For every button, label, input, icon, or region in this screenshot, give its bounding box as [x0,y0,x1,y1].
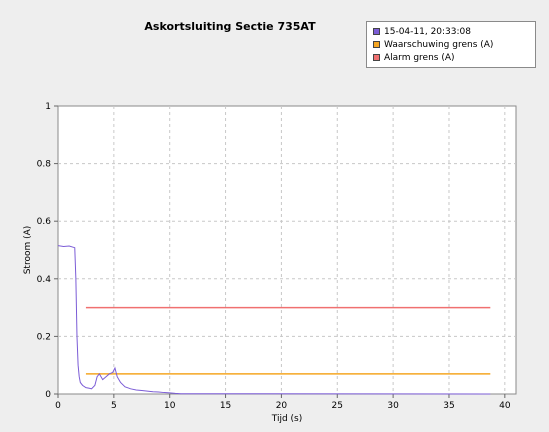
y-tick-label: 1 [45,102,51,112]
legend-item-measurement: 15-04-11, 20:33:08 [373,25,529,38]
legend-label-alarm: Alarm grens (A) [384,52,455,63]
legend: 15-04-11, 20:33:08 Waarschuwing grens (A… [366,21,536,68]
x-tick-label: 30 [387,401,399,411]
legend-label-warning: Waarschuwing grens (A) [384,39,494,50]
x-tick-label: 20 [276,401,288,411]
x-tick-label: 0 [55,401,61,411]
y-tick-label: 0.2 [37,332,51,342]
y-tick-label: 0 [45,390,51,400]
legend-label-measurement: 15-04-11, 20:33:08 [384,26,471,37]
chart-title: Askortsluiting Sectie 735AT [144,20,316,33]
x-tick-label: 5 [111,401,117,411]
grid [58,106,516,394]
y-tick-label: 0.4 [37,275,52,285]
legend-swatch-alarm [373,54,380,61]
y-axis-label: Stroom (A) [23,226,33,275]
x-tick-label: 15 [220,401,231,411]
legend-item-alarm: Alarm grens (A) [373,51,529,64]
x-axis: 0 5 10 15 20 25 30 35 40 [55,394,511,411]
y-tick-label: 0.8 [37,160,52,170]
y-axis: 0 0.2 0.4 0.6 0.8 1 [37,102,58,400]
y-tick-label: 0.6 [37,217,52,227]
x-tick-label: 40 [499,401,511,411]
x-tick-label: 10 [164,401,176,411]
legend-item-warning: Waarschuwing grens (A) [373,38,529,51]
plot-area [57,105,517,395]
legend-swatch-measurement [373,28,380,35]
series-lines [57,245,491,395]
x-axis-label: Tijd (s) [271,414,303,424]
legend-swatch-warning [373,41,380,48]
x-tick-label: 35 [443,401,454,411]
x-tick-label: 25 [332,401,343,411]
series-line-measurement [57,245,491,395]
